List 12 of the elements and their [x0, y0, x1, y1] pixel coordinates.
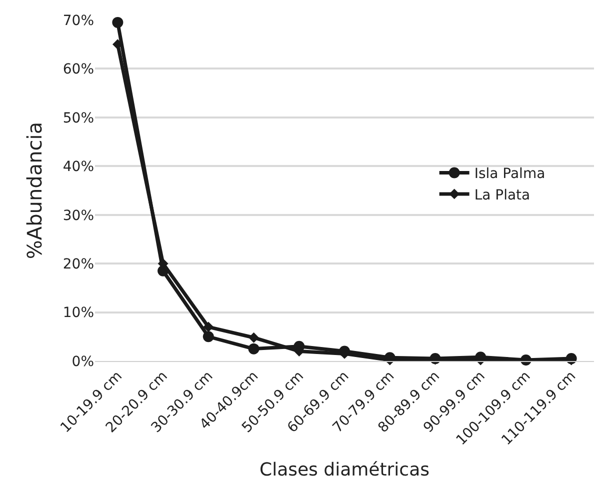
y-tick-label: 40% — [62, 159, 94, 176]
y-tick-label: 20% — [62, 256, 94, 272]
y-tick-label: 30% — [62, 208, 94, 224]
x-axis-title: Clases diamétricas — [260, 460, 430, 481]
y-tick-label: 70% — [62, 12, 94, 29]
legend-label: La Plata — [474, 187, 530, 204]
y-tick-label: 10% — [62, 305, 94, 322]
y-tick-label: 50% — [62, 110, 94, 126]
y-tick-label: 60% — [62, 62, 94, 78]
y-axis-title: %Abundancia — [22, 122, 46, 260]
legend-label: Isla Palma — [474, 166, 546, 182]
y-tick-label: 0% — [72, 354, 94, 370]
